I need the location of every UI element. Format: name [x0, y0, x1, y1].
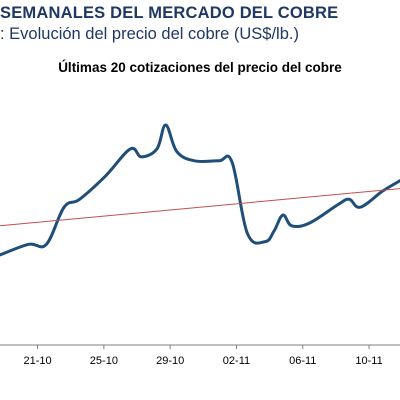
- header-title: SEMANALES DEL MERCADO DEL COBRE: [0, 4, 339, 22]
- x-tick-label: 06-11: [289, 355, 316, 367]
- trendline: [0, 188, 400, 227]
- chart-axes: [0, 344, 400, 349]
- x-tick-label: 21-10: [23, 355, 51, 367]
- x-tick-label: 25-10: [90, 355, 118, 367]
- x-tick-label: 02-11: [223, 355, 250, 367]
- series-line-copper-price: [0, 123, 400, 257]
- chart-series: [0, 123, 400, 257]
- x-tick-labels: 21-10 25-10 29-10 02-11 06-11 10-11: [23, 355, 382, 367]
- x-tick-label: 29-10: [156, 355, 184, 367]
- header-subtitle: : Evolución del precio del cobre (US$/lb…: [0, 25, 299, 43]
- chart-title: Últimas 20 cotizaciones del precio del c…: [58, 60, 342, 75]
- x-tick-label: 10-11: [355, 355, 382, 367]
